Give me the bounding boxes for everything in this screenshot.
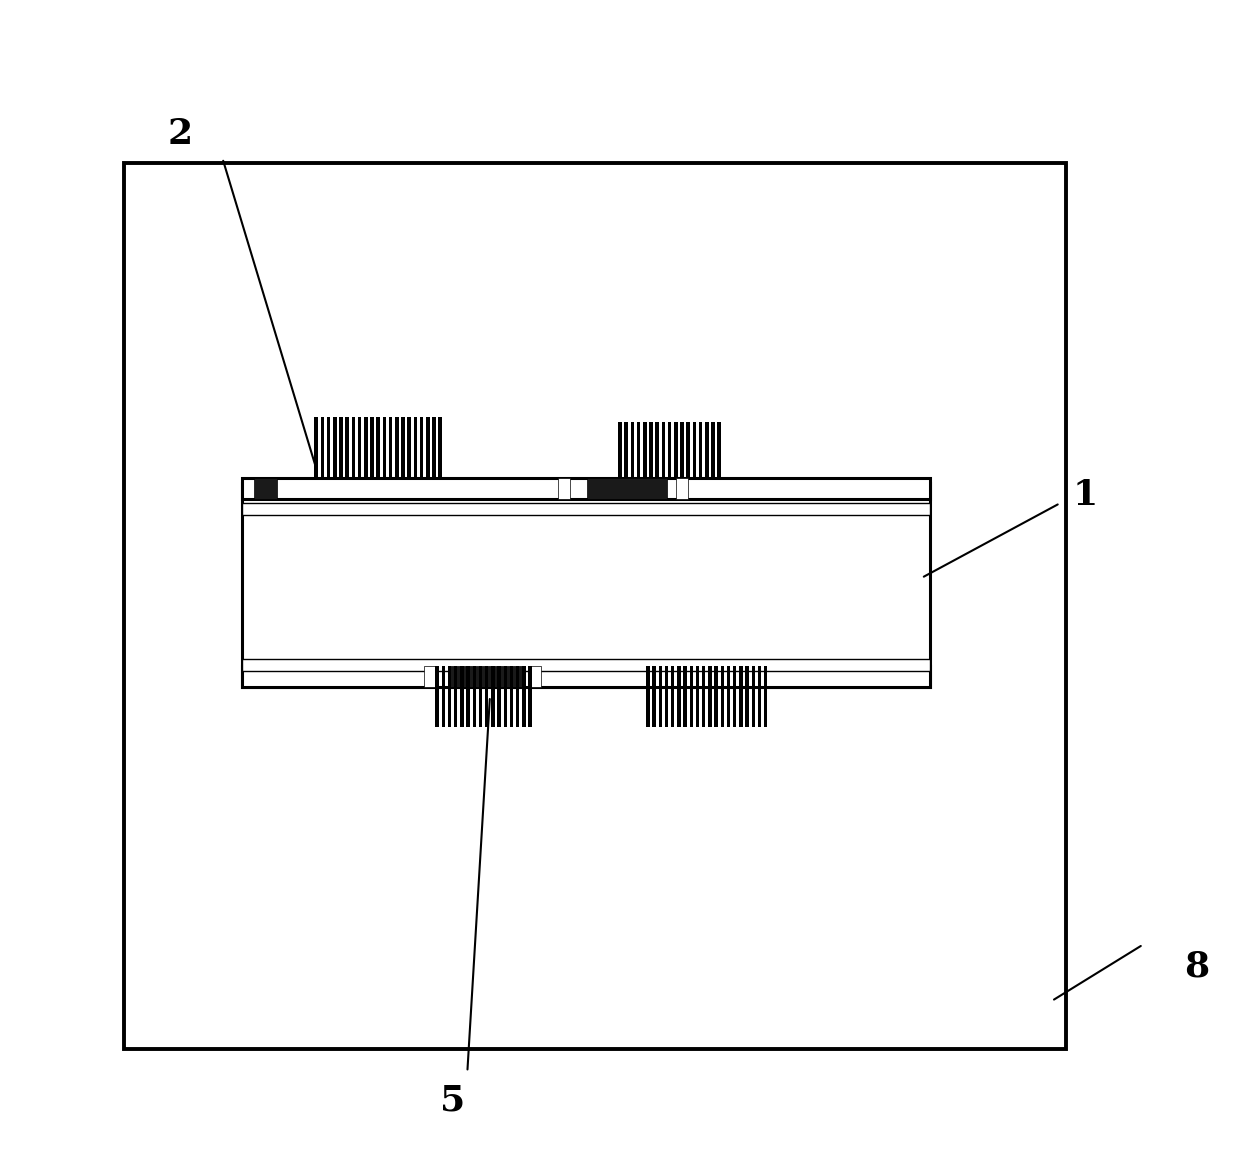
Bar [558,478,570,499]
Bar [751,666,755,727]
Bar [758,666,761,727]
Bar [516,666,520,727]
Bar [408,417,410,478]
Bar [439,417,441,478]
Bar [466,666,470,727]
Bar [510,666,513,727]
Bar [424,666,436,687]
Text: 2: 2 [167,116,192,151]
Text: 8: 8 [1184,949,1209,984]
Text: 5: 5 [440,1083,465,1118]
Bar [665,666,668,727]
Bar [454,666,458,727]
Bar [352,417,355,478]
Bar [389,417,392,478]
Bar [503,666,507,727]
Bar [242,483,930,687]
Bar [658,666,662,727]
Bar [448,666,451,727]
Bar [671,666,675,727]
Bar [321,417,324,478]
Bar [637,422,640,478]
Bar [702,666,706,727]
Bar [528,666,541,687]
Bar [718,422,720,478]
Bar [528,666,532,727]
Bar [377,417,379,478]
Bar [668,422,671,478]
Bar [764,666,768,727]
Bar [720,666,724,727]
Bar [696,666,699,727]
Bar [365,417,367,478]
Bar [727,666,730,727]
Bar [522,666,526,727]
Bar [449,666,523,687]
Bar [712,422,714,478]
Bar [689,666,693,727]
Bar [631,422,634,478]
Bar [644,422,646,478]
Bar [242,666,930,687]
Bar [346,417,348,478]
Bar [435,666,439,727]
Text: 1: 1 [1073,478,1097,513]
Bar [472,666,476,727]
Bar [396,417,398,478]
Bar [315,417,317,478]
Bar [708,666,712,727]
Bar [433,417,435,478]
Bar [745,666,749,727]
Bar [340,417,342,478]
Bar [677,666,681,727]
Bar [441,666,445,727]
Bar [699,422,702,478]
Bar [656,422,658,478]
Bar [733,666,737,727]
Bar [676,478,688,499]
Bar [683,666,687,727]
Bar [358,417,361,478]
Bar [383,417,386,478]
Bar [242,503,930,515]
Bar [420,417,423,478]
Bar [675,422,677,478]
Bar [242,659,930,671]
Bar [479,666,482,727]
Bar [681,422,683,478]
Bar [587,478,667,499]
Bar [460,666,464,727]
Bar [650,422,652,478]
Bar [687,422,689,478]
Bar [693,422,696,478]
Bar [625,422,627,478]
Bar [485,666,489,727]
Bar [619,422,621,478]
Bar [124,163,1066,1048]
Bar [491,666,495,727]
Bar [242,478,930,499]
Bar [402,417,404,478]
Bar [371,417,373,478]
Bar [714,666,718,727]
Bar [646,666,650,727]
Bar [327,417,330,478]
Bar [427,417,429,478]
Bar [662,422,665,478]
Bar [739,666,743,727]
Bar [254,478,277,499]
Bar [334,417,336,478]
Bar [414,417,417,478]
Bar [652,666,656,727]
Bar [706,422,708,478]
Bar [497,666,501,727]
